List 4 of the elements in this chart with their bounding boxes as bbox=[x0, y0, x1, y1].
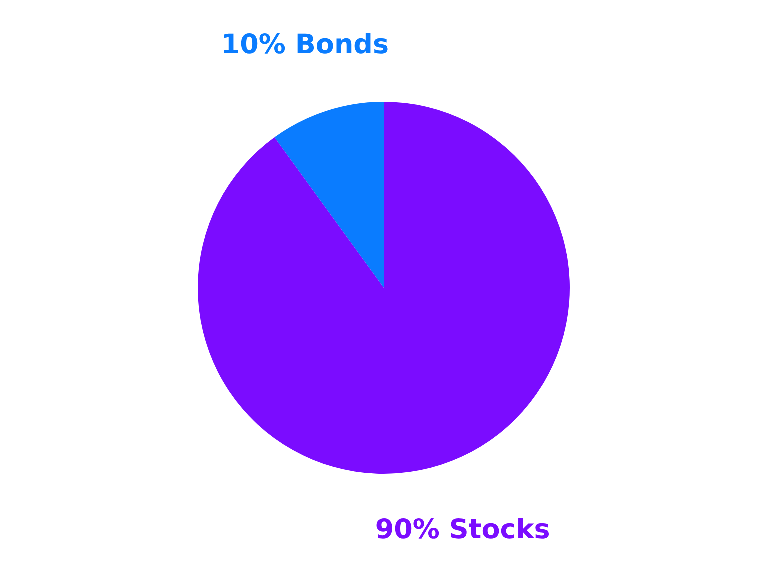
pie-slice bbox=[198, 102, 570, 474]
slice-label: 90% Stocks bbox=[375, 514, 550, 546]
pie-slice bbox=[274, 102, 384, 288]
slice-label: 10% Bonds bbox=[221, 29, 390, 60]
